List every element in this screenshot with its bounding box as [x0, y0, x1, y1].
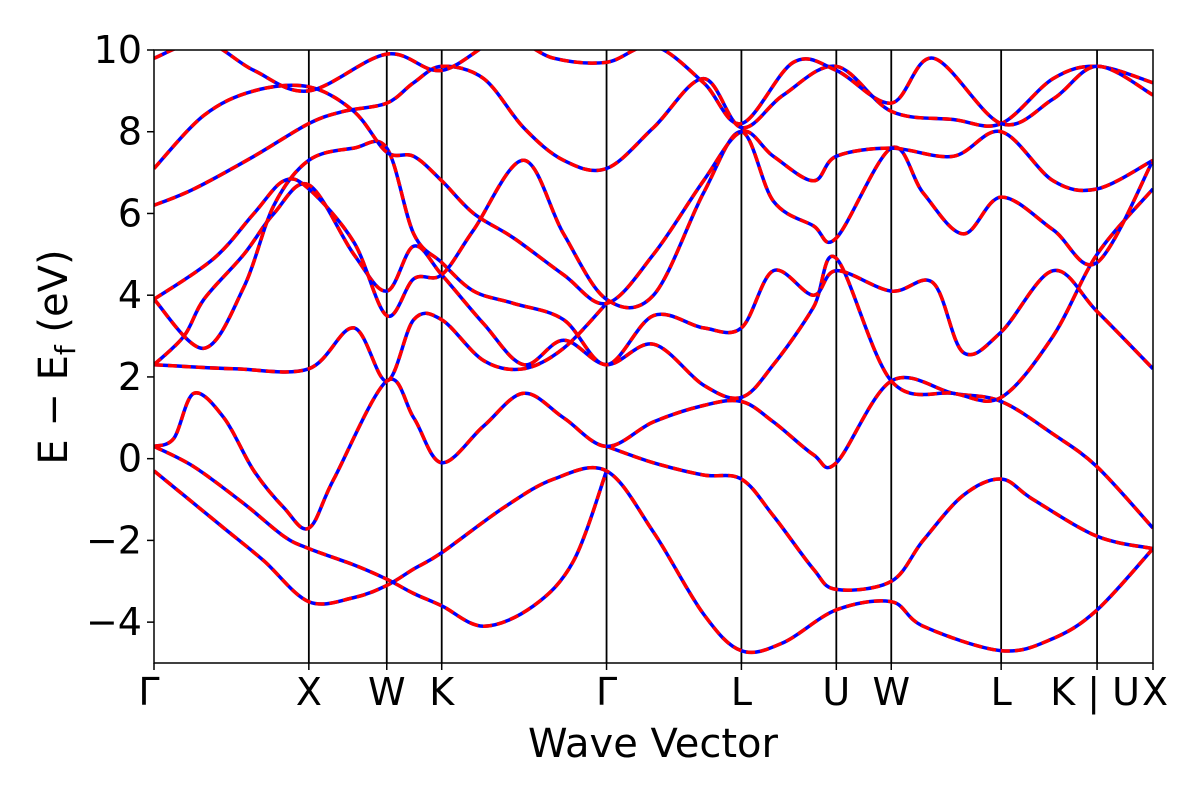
band-3-reference — [154, 375, 1153, 531]
y-tick-label-5: 6 — [118, 191, 142, 235]
x-tick-label-8: L — [991, 670, 1012, 714]
y-tick-label-3: 2 — [118, 355, 142, 399]
band-4-comparison — [154, 302, 608, 383]
band-6-reference — [154, 139, 1153, 371]
band-9-comparison — [154, 83, 1153, 306]
band-1-reference — [154, 444, 609, 628]
band-9-reference — [154, 83, 1153, 306]
band-10-reference — [154, 50, 1153, 127]
x-axis-title: Wave Vector — [528, 721, 779, 767]
y-tick-label-1: −2 — [86, 518, 142, 562]
band-4-reference — [154, 302, 608, 383]
band-1-comparison — [154, 444, 609, 628]
band-0-comparison — [154, 465, 1153, 655]
y-tick-label-7: 10 — [94, 28, 142, 72]
x-tick-label-4: Γ — [596, 670, 617, 714]
band-curves — [154, 50, 1153, 655]
y-axis-title-unit: (eV) — [31, 249, 77, 345]
y-axis-title-subscript: f — [49, 344, 82, 355]
x-tick-label-2: W — [368, 670, 406, 714]
y-axis-title-main: E − E — [31, 355, 77, 465]
x-tick-label-1: X — [296, 670, 322, 714]
x-tick-label-0: Γ — [138, 670, 159, 714]
band-0-reference — [154, 465, 1153, 655]
band-2-reference — [605, 444, 1153, 592]
x-tick-label-9: K | U — [1050, 670, 1140, 715]
y-tick-label-4: 4 — [118, 273, 142, 317]
x-tick-label-7: W — [872, 670, 910, 714]
x-tick-label-6: U — [822, 670, 850, 714]
y-tick-label-0: −4 — [86, 600, 142, 644]
band-7-reference — [154, 129, 1153, 318]
plot-frame — [153, 49, 1154, 664]
y-axis-title: E − Ef (eV) — [31, 249, 82, 464]
band-2-comparison — [605, 444, 1153, 592]
band-3-comparison — [154, 375, 1153, 531]
x-tick-label-3: K — [429, 670, 455, 714]
y-tick-label-2: 0 — [118, 437, 142, 481]
band-8-reference — [154, 64, 1153, 207]
x-tick-label-10: X — [1142, 670, 1168, 714]
y-axis: −4 −2 0 2 4 6 8 10 — [86, 28, 154, 644]
x-tick-label-5: L — [731, 670, 752, 714]
y-tick-label-6: 8 — [118, 110, 142, 154]
band-7-comparison — [154, 129, 1153, 318]
